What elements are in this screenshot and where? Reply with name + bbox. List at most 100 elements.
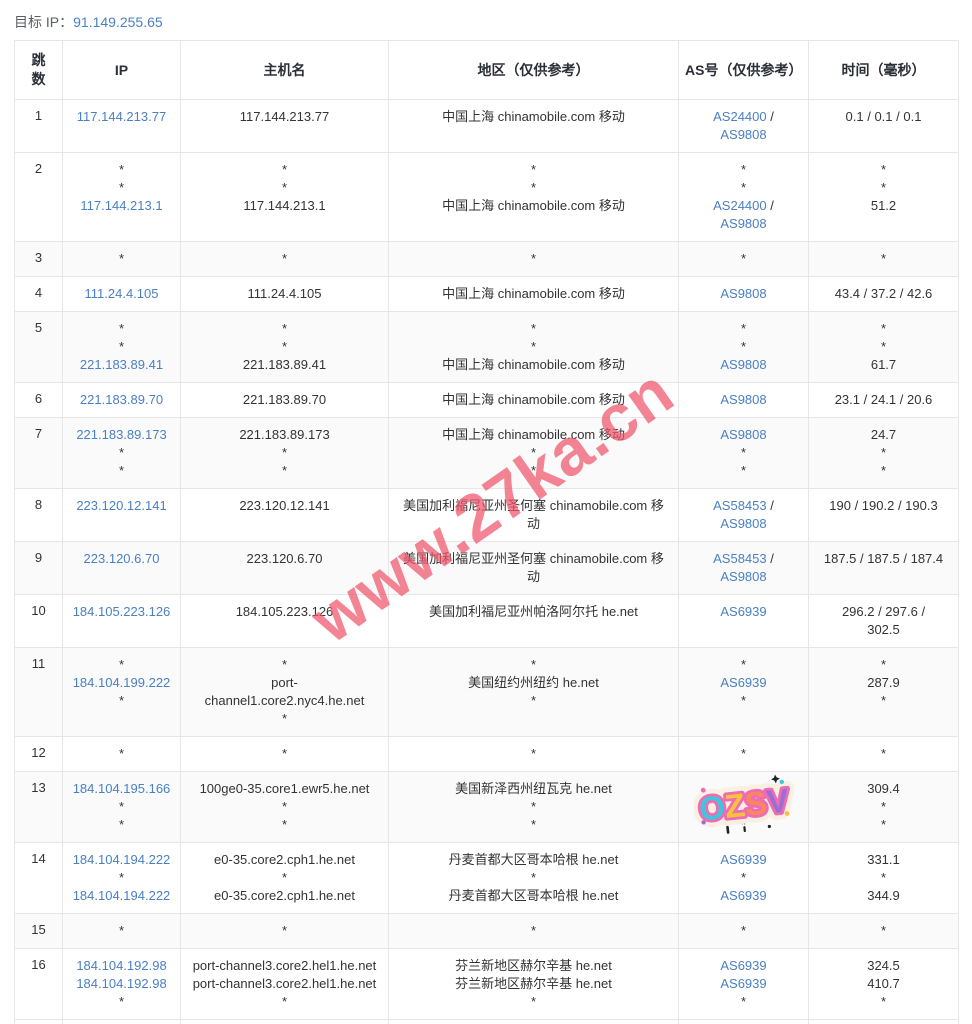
target-ip-line: 目标 IP：91.149.255.65 <box>0 0 972 40</box>
cell-text: * <box>880 463 887 478</box>
ip-link[interactable]: 117.144.213.1 <box>80 198 163 213</box>
as-link[interactable]: AS58453 <box>713 498 767 513</box>
ip-link[interactable]: 184.104.199.222 <box>72 675 171 690</box>
cell-text: * <box>530 657 537 672</box>
time-cell: 43.4 / 37.2 / 42.6 <box>808 276 959 312</box>
hop-row-6: 6 221.183.89.70 221.183.89.70 中国上海 chinamob… <box>14 382 959 418</box>
time-cell: * <box>808 736 959 772</box>
as-cell: AS6939 AS6939 * <box>678 948 809 1020</box>
cell-text: 美国加利福尼亚州圣何塞 chinamobile.com 移 <box>403 498 664 513</box>
cell-text: * <box>880 746 887 761</box>
cell-text: * <box>880 162 887 177</box>
hop-number: 5 <box>14 311 63 383</box>
column-header-label: 跳数 <box>31 52 46 87</box>
time-cell: * * 51.2 <box>808 152 959 242</box>
cell-text: 221.183.89.70 <box>242 392 327 407</box>
cell-text: 丹麦首都大区哥本哈根 he.net <box>448 888 619 903</box>
hop-row-9: 9 223.120.6.70 223.120.6.70 美国加利福尼亚州圣何塞 chi… <box>14 541 959 595</box>
as-link[interactable]: AS9808 <box>720 127 767 142</box>
hop-row-15: 15 * * * * * <box>14 913 959 949</box>
hop-number: 4 <box>14 276 63 312</box>
as-cell: * * AS9808 <box>678 311 809 383</box>
region-cell: * * 中国上海 chinamobile.com 移动 <box>388 311 679 383</box>
hop-row-12: 12 * * * * * <box>14 736 959 772</box>
cell-text: port-channel3.core2.hel1.he.net <box>192 958 377 973</box>
as-link[interactable]: AS58453 <box>713 551 767 566</box>
region-cell: * 美国纽约州纽约 he.net * <box>388 647 679 737</box>
host-cell: * * 221.183.89.41 <box>180 311 389 383</box>
as-link[interactable]: AS9808 <box>720 569 767 584</box>
ip-link[interactable]: 117.144.213.77 <box>76 109 167 124</box>
cell-text: * <box>740 817 747 832</box>
target-ip-link[interactable]: 91.149.255.65 <box>73 14 163 30</box>
partial-row <box>14 1019 959 1024</box>
ip-link[interactable]: 184.104.192.98 <box>76 976 167 991</box>
as-link[interactable]: AS24400 <box>713 198 767 213</box>
hop-number: 12 <box>14 736 63 772</box>
cell-text: 324.5 <box>867 958 900 973</box>
cell-text: 344.9 <box>867 888 900 903</box>
hop-row-13: 13 184.104.195.166 * * 100ge0-35.core1.ewr5.… <box>14 771 959 843</box>
time-cell: 324.5 410.7 * <box>808 948 959 1020</box>
host-cell: 221.183.89.173 * * <box>180 417 389 489</box>
ip-link[interactable]: 184.104.194.222 <box>72 888 171 903</box>
ip-link[interactable]: 221.183.89.41 <box>79 357 164 372</box>
region-cell: 美国加利福尼亚州圣何塞 chinamobile.com 移动 <box>388 488 679 542</box>
ip-cell: 184.105.223.126 <box>62 594 181 648</box>
as-link[interactable]: AS9808 <box>720 216 767 231</box>
region-cell: 美国加利福尼亚州圣何塞 chinamobile.com 移动 <box>388 541 679 595</box>
cell-text: * <box>880 445 887 460</box>
cell-text: 111.24.4.105 <box>247 286 322 301</box>
table-header: 跳数 IP 主机名 地区（仅供参考） AS号（仅供参考） 时间（毫秒） <box>14 40 959 100</box>
column-header-ip: IP <box>62 40 181 100</box>
hop-number: 6 <box>14 382 63 418</box>
as-link[interactable]: AS9808 <box>720 286 767 301</box>
cell-text: * <box>281 321 288 336</box>
time-cell: * <box>808 241 959 277</box>
ip-link[interactable]: 221.183.89.70 <box>79 392 164 407</box>
as-link[interactable]: AS6939 <box>720 852 767 867</box>
cell-text: 中国上海 chinamobile.com 移动 <box>442 357 625 372</box>
cell-text: * <box>740 180 747 195</box>
host-cell: * port-channel1.core2.nyc4.he.net * <box>180 647 389 737</box>
ip-cell: * <box>62 913 181 949</box>
cell-text: * <box>281 994 288 1009</box>
as-link[interactable]: AS9808 <box>720 392 767 407</box>
ip-link[interactable]: 111.24.4.105 <box>84 286 159 301</box>
region-cell: * <box>388 736 679 772</box>
ip-link[interactable]: 184.104.194.222 <box>72 852 171 867</box>
ip-link[interactable]: 184.105.223.126 <box>72 604 171 619</box>
as-link[interactable]: AS24400 <box>713 109 767 124</box>
as-link[interactable]: AS6939 <box>720 958 767 973</box>
cell-text: * <box>118 180 125 195</box>
ip-link[interactable]: 184.104.192.98 <box>76 958 167 973</box>
as-link[interactable]: AS6939 <box>720 976 767 991</box>
ip-link[interactable]: 184.104.195.166 <box>72 781 171 796</box>
cell-text: 223.120.12.141 <box>239 498 330 513</box>
as-link[interactable]: AS6939 <box>720 888 767 903</box>
cell-text: * <box>281 251 288 266</box>
cell-text: * <box>281 162 288 177</box>
empty-cell <box>808 1019 959 1024</box>
cell-text: 中国上海 chinamobile.com 移动 <box>442 286 625 301</box>
cell-text: * <box>118 746 125 761</box>
cell-text: * <box>281 339 288 354</box>
as-link[interactable]: AS9808 <box>720 427 767 442</box>
as-link[interactable]: AS6939 <box>720 675 767 690</box>
column-header-time: 时间（毫秒） <box>808 40 959 100</box>
cell-text: * <box>281 445 288 460</box>
as-link[interactable]: AS6939 <box>720 604 767 619</box>
cell-text: 410.7 <box>867 976 900 991</box>
as-link[interactable]: AS9808 <box>720 516 767 531</box>
hop-number: 8 <box>14 488 63 542</box>
as-link[interactable]: AS9808 <box>720 357 767 372</box>
ip-link[interactable]: 221.183.89.173 <box>76 427 167 442</box>
cell-text: / <box>766 109 774 124</box>
ip-link[interactable]: 223.120.6.70 <box>83 551 160 566</box>
hop-number: 16 <box>14 948 63 1020</box>
cell-text: 309.4 <box>867 781 900 796</box>
ip-link[interactable]: 223.120.12.141 <box>76 498 167 513</box>
cell-text: * <box>530 923 537 938</box>
hop-number: 1 <box>14 99 63 153</box>
cell-text: * <box>530 463 537 478</box>
